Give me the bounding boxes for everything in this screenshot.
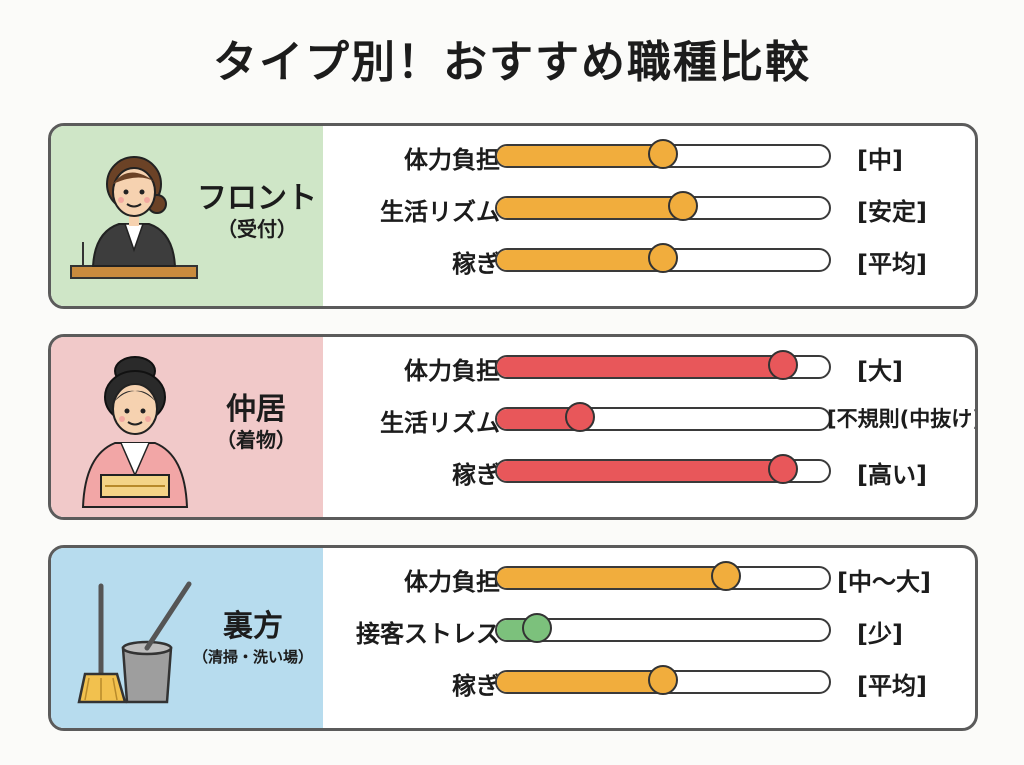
slider-knob[interactable] <box>648 243 678 273</box>
slider-track[interactable] <box>495 613 831 643</box>
slider-value-label: [高い] <box>857 461 927 489</box>
slider-value-label: [中] <box>857 146 903 174</box>
slider-track[interactable] <box>495 402 831 432</box>
card-nakai-subtitle: （着物） <box>216 428 296 452</box>
slider-fill <box>497 568 727 588</box>
slider-value-label: [不規則(中抜け)] <box>827 407 978 431</box>
page-title: タイプ別！おすすめ職種比較 <box>213 37 811 88</box>
slider-value-label: [平均] <box>857 250 927 278</box>
slider-fill <box>497 146 663 166</box>
card-nakai-name: 仲居 （着物） <box>191 393 321 453</box>
slider-label: 生活リズム <box>380 409 500 437</box>
card-front-title: フロント <box>197 181 317 216</box>
slider-row-front-3: 稼ぎ [平均] <box>323 240 975 280</box>
card-front-name: フロント （受付） <box>187 182 327 242</box>
slider-fill <box>497 198 683 218</box>
slider-track[interactable] <box>495 350 831 380</box>
card-urakata-subtitle: （清掃・洗い場） <box>192 648 313 666</box>
slider-row-front-1: 体力負担 [中] <box>323 136 975 176</box>
slider-row-nakai-3: 稼ぎ [高い] <box>323 451 975 491</box>
slider-knob[interactable] <box>711 561 742 591</box>
slider-label: 接客ストレス <box>356 620 500 648</box>
card-urakata: 裏方 （清掃・洗い場） 体力負担 [中〜大] 接客ストレス [少] 稼ぎ [平均] <box>48 545 978 731</box>
mop-bucket-icon <box>77 581 192 704</box>
slider-label: 稼ぎ <box>452 672 500 700</box>
receptionist-icon <box>70 156 198 279</box>
slider-row-urakata-2: 接客ストレス [少] <box>323 610 975 650</box>
slider-value-label: [少] <box>857 620 903 648</box>
card-front-subtitle: （受付） <box>217 217 297 241</box>
slider-fill <box>497 409 580 429</box>
slider-label: 体力負担 <box>404 568 500 596</box>
card-urakata-name: 裏方 （清掃・洗い場） <box>183 610 323 670</box>
kimono-woman-icon <box>81 356 189 508</box>
slider-knob[interactable] <box>667 191 698 221</box>
card-front: フロント （受付） 体力負担 [中] 生活リズム [安定] 稼ぎ [平均] <box>48 123 978 309</box>
card-nakai: 仲居 （着物） 体力負担 [大] 生活リズム [不規則(中抜け)] 稼ぎ [高い] <box>48 334 978 520</box>
slider-label: 体力負担 <box>404 146 500 174</box>
card-urakata-title: 裏方 <box>223 609 283 644</box>
slider-label: 稼ぎ <box>452 250 500 278</box>
slider-track[interactable] <box>495 665 831 695</box>
slider-track[interactable] <box>495 139 831 169</box>
slider-value-label: [大] <box>857 357 903 385</box>
slider-track[interactable] <box>495 243 831 273</box>
slider-value-label: [平均] <box>857 672 927 700</box>
slider-track[interactable] <box>495 561 831 591</box>
slider-track[interactable] <box>495 191 831 221</box>
slider-fill <box>497 357 783 377</box>
slider-knob[interactable] <box>521 613 552 643</box>
slider-value-label: [安定] <box>857 198 927 226</box>
slider-knob[interactable] <box>767 454 798 484</box>
slider-fill <box>497 461 783 481</box>
slider-track[interactable] <box>495 454 831 484</box>
slider-row-nakai-1: 体力負担 [大] <box>323 347 975 387</box>
slider-knob[interactable] <box>767 350 798 380</box>
slider-label: 稼ぎ <box>452 461 500 489</box>
card-nakai-title: 仲居 <box>226 392 286 427</box>
slider-knob[interactable] <box>648 665 678 695</box>
slider-label: 生活リズム <box>380 198 500 226</box>
slider-value-label: [中〜大] <box>837 568 931 596</box>
slider-knob[interactable] <box>648 139 678 169</box>
slider-row-nakai-2: 生活リズム [不規則(中抜け)] <box>323 399 975 439</box>
slider-row-front-2: 生活リズム [安定] <box>323 188 975 228</box>
slider-row-urakata-1: 体力負担 [中〜大] <box>323 558 975 598</box>
slider-knob[interactable] <box>565 402 595 432</box>
slider-fill <box>497 250 663 270</box>
slider-label: 体力負担 <box>404 357 500 385</box>
slider-fill <box>497 672 663 692</box>
slider-row-urakata-3: 稼ぎ [平均] <box>323 662 975 702</box>
